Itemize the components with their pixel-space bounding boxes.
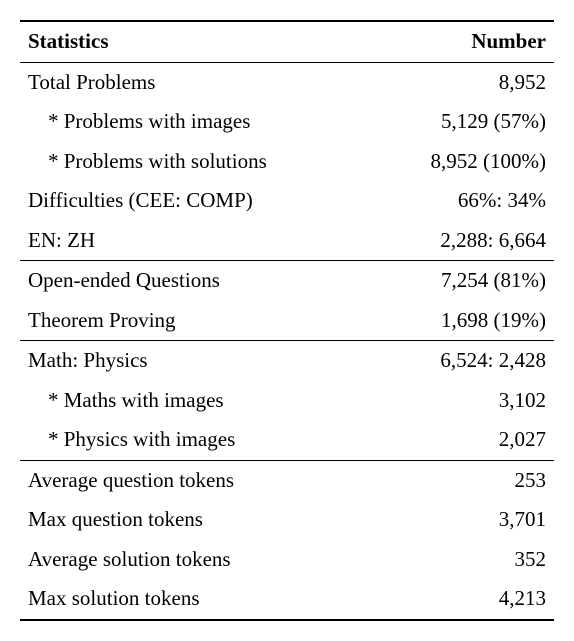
row-value: 2,288: 6,664 — [372, 221, 554, 261]
row-label: * Problems with images — [20, 102, 372, 142]
row-value: 66%: 34% — [372, 181, 554, 221]
row-label: Open-ended Questions — [20, 261, 372, 301]
row-value: 7,254 (81%) — [372, 261, 554, 301]
row-label: Math: Physics — [20, 341, 372, 381]
row-label: * Physics with images — [20, 420, 372, 460]
row-value: 3,701 — [372, 500, 554, 540]
row-value: 253 — [372, 460, 554, 500]
row-value: 5,129 (57%) — [372, 102, 554, 142]
row-label: Total Problems — [20, 62, 372, 102]
row-value: 6,524: 2,428 — [372, 341, 554, 381]
row-value: 4,213 — [372, 579, 554, 620]
row-label: * Maths with images — [20, 381, 372, 421]
header-statistics: Statistics — [20, 21, 372, 62]
row-label: Theorem Proving — [20, 301, 372, 341]
row-value: 8,952 (100%) — [372, 142, 554, 182]
row-label: Average solution tokens — [20, 540, 372, 580]
row-value: 352 — [372, 540, 554, 580]
row-label: Max solution tokens — [20, 579, 372, 620]
row-label: EN: ZH — [20, 221, 372, 261]
row-value: 2,027 — [372, 420, 554, 460]
header-number: Number — [372, 21, 554, 62]
row-label: * Problems with solutions — [20, 142, 372, 182]
row-label: Max question tokens — [20, 500, 372, 540]
row-label: Average question tokens — [20, 460, 372, 500]
row-value: 8,952 — [372, 62, 554, 102]
row-label: Difficulties (CEE: COMP) — [20, 181, 372, 221]
row-value: 3,102 — [372, 381, 554, 421]
row-value: 1,698 (19%) — [372, 301, 554, 341]
statistics-table: Statistics Number Total Problems 8,952 *… — [20, 20, 554, 621]
